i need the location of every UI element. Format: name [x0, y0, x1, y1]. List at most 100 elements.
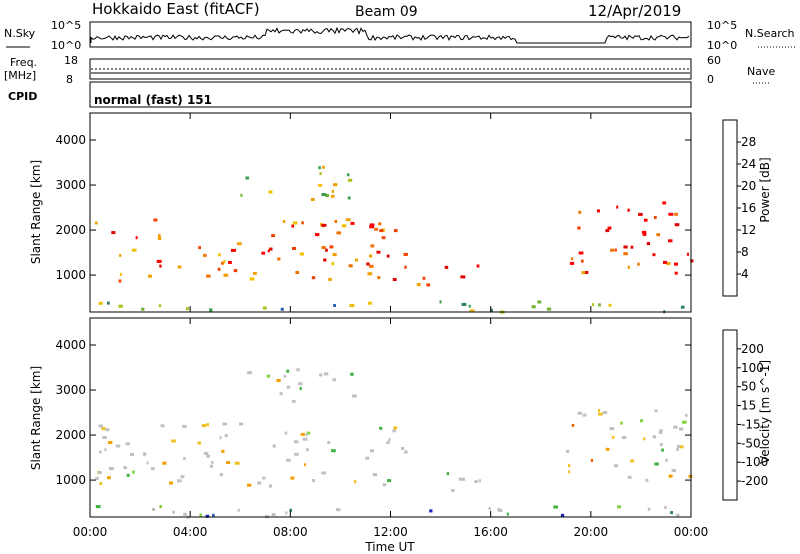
heatmap-cell: [393, 426, 398, 430]
heatmap-cell: [661, 448, 664, 452]
freq-unit: [MHz]: [4, 69, 36, 82]
heatmap-cell: [345, 218, 351, 222]
heatmap-cell: [329, 245, 334, 249]
heatmap-cell: [392, 278, 397, 281]
heatmap-cell: [460, 275, 466, 279]
velocity-panel-frame: [89, 317, 692, 518]
heatmap-cell: [280, 307, 284, 311]
colorbar-frame: [722, 119, 738, 297]
heatmap-cell: [201, 424, 207, 428]
power-heatmap-cells: [95, 165, 694, 314]
power-panel-frame: [89, 112, 692, 313]
heatmap-cell: [236, 242, 242, 246]
heatmap-cell: [143, 453, 146, 457]
heatmap-cell: [156, 259, 162, 263]
heatmap-cell: [553, 505, 558, 509]
heatmap-cell: [233, 269, 238, 273]
heatmap-cell: [262, 306, 267, 310]
noise-trace: [90, 26, 690, 44]
heatmap-cell: [642, 232, 647, 236]
heatmap-cell: [328, 277, 332, 281]
heatmap-cell: [674, 271, 678, 275]
heatmap-cell: [299, 387, 302, 391]
heatmap-cell: [663, 260, 667, 264]
heatmap-cell: [350, 372, 354, 376]
heatmap-cell: [610, 248, 614, 252]
heatmap-cell: [671, 469, 676, 473]
heatmap-cell: [571, 423, 575, 427]
heatmap-cell: [422, 276, 426, 280]
heatmap-cell: [185, 307, 190, 311]
heatmap-cell: [679, 427, 684, 431]
heatmap-cell: [325, 248, 328, 252]
colorbar-tick-label: -200: [741, 474, 768, 488]
heatmap-cell: [107, 441, 113, 444]
heatmap-cell: [349, 304, 355, 308]
nave-tick-top: 60: [707, 54, 721, 67]
heatmap-cell: [158, 304, 162, 308]
heatmap-cell: [333, 304, 336, 307]
noise-sky-line: [90, 26, 690, 44]
heatmap-cell: [111, 231, 116, 235]
heatmap-cell: [268, 484, 273, 488]
heatmap-cell: [310, 198, 315, 201]
heatmap-cell: [609, 427, 614, 431]
noise-left-tick-top: 10^5: [51, 19, 81, 32]
power-y-axis: 4000 3000 2000 1000: [55, 133, 691, 282]
heatmap-cell: [387, 479, 391, 483]
heatmap-cell: [330, 194, 335, 198]
heatmap-cell: [378, 222, 382, 226]
colorbar-tick-label: 100: [741, 361, 764, 375]
heatmap-cell: [336, 231, 341, 235]
heatmap-cell: [468, 304, 471, 308]
heatmap-cell: [160, 424, 165, 428]
heatmap-cell: [293, 440, 299, 444]
heatmap-cell: [331, 449, 336, 453]
nave-label: Nave: [747, 65, 775, 78]
heatmap-cell: [355, 258, 358, 262]
heatmap-cell: [404, 450, 408, 454]
cpid-panel-frame: [89, 81, 692, 108]
heatmap-cell: [319, 373, 323, 377]
heatmap-cell: [115, 444, 121, 448]
heatmap-cell: [623, 245, 628, 249]
heatmap-cell: [209, 308, 213, 312]
heatmap-cell: [546, 307, 552, 311]
heatmap-cell: [353, 480, 357, 484]
freq-panel-frame: [89, 58, 692, 80]
heatmap-cell: [426, 283, 431, 287]
date-label: 12/Apr/2019: [588, 2, 681, 20]
heatmap-cell: [131, 248, 137, 252]
nave-tick-bottom: 0: [707, 73, 714, 86]
heatmap-cell: [271, 513, 276, 516]
y-tick-label: 4000: [55, 133, 86, 147]
heatmap-cell: [253, 271, 257, 275]
heatmap-cell: [578, 251, 584, 255]
heatmap-cell: [638, 212, 643, 216]
heatmap-cell: [627, 475, 632, 479]
heatmap-cell: [119, 272, 122, 276]
heatmap-cell: [286, 385, 291, 389]
colorbar-tick-label: 16: [741, 201, 756, 215]
heatmap-cell: [277, 257, 281, 261]
heatmap-cell: [118, 304, 123, 308]
heatmap-cell: [652, 253, 656, 257]
heatmap-cell: [99, 450, 102, 454]
heatmap-cell: [560, 513, 565, 517]
velocity-y-axis: 4000 3000 2000 1000: [55, 338, 691, 487]
heatmap-cell: [458, 477, 462, 481]
heatmap-cell: [228, 261, 232, 264]
heatmap-cell: [582, 413, 587, 417]
heatmap-cell: [197, 441, 202, 445]
heatmap-cell: [680, 305, 685, 309]
heatmap-cell: [401, 447, 405, 450]
velocity-colorbar: 200 100 50 15 -15 -50 -100 -200: [722, 329, 768, 501]
heatmap-cell: [294, 452, 299, 456]
heatmap-cell: [685, 413, 688, 417]
heatmap-cell: [336, 508, 341, 512]
heatmap-cell: [219, 473, 223, 477]
heatmap-cell: [177, 479, 182, 483]
heatmap-cell: [568, 464, 571, 468]
heatmap-cell: [95, 221, 98, 225]
